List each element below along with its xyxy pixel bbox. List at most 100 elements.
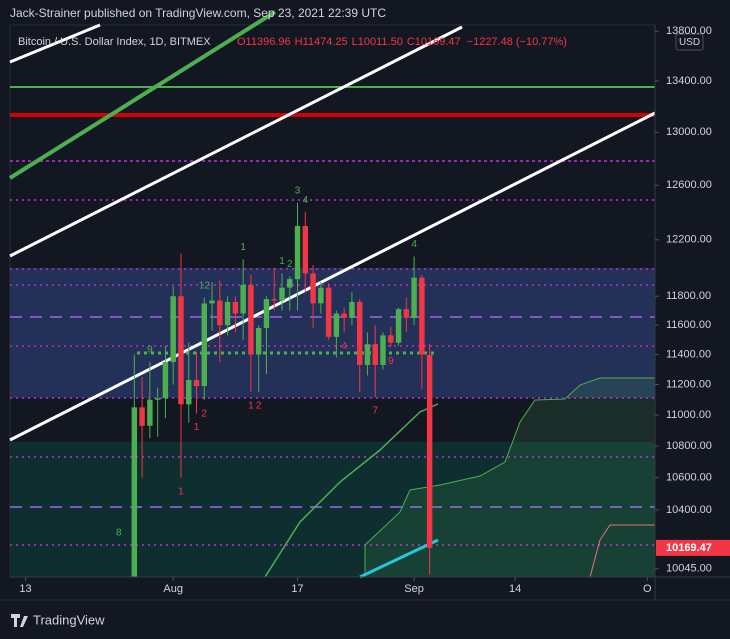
logo-icon xyxy=(11,614,28,627)
candle-body xyxy=(147,399,153,426)
x-tick-label: 14 xyxy=(509,583,521,595)
ohlc-value: O11396.96 xyxy=(237,36,291,48)
zone xyxy=(10,442,655,577)
candle-body xyxy=(170,296,176,363)
annotation: 9 xyxy=(147,345,153,356)
candle-body xyxy=(349,301,355,318)
candle-body xyxy=(302,225,309,274)
candle-body xyxy=(310,273,316,304)
y-tick-label: 10400.00 xyxy=(666,504,712,516)
ohlc-value: L10011.50 xyxy=(352,36,403,48)
candle-body xyxy=(263,299,270,329)
y-tick-label: 13400.00 xyxy=(666,75,712,87)
x-tick-label: O xyxy=(643,583,652,595)
x-tick-label: Sep xyxy=(404,583,424,595)
annotation: 2 xyxy=(256,401,262,412)
trend-line xyxy=(8,10,277,180)
symbol: Bitcoin / U.S. Dollar Index, 1D, BITMEX xyxy=(18,36,211,48)
y-tick-label: 10600.00 xyxy=(666,472,712,484)
annotation: 4 xyxy=(303,195,309,206)
candle-body xyxy=(372,344,378,366)
candle-body xyxy=(209,300,215,304)
annotation: 12 xyxy=(199,280,211,291)
candle-body xyxy=(178,296,184,405)
candle-body xyxy=(186,380,192,405)
trend-line xyxy=(9,25,463,258)
annotation: 1 xyxy=(194,422,200,433)
x-tick-label: 17 xyxy=(291,583,303,595)
x-tick-label: Aug xyxy=(163,583,183,595)
candle-body xyxy=(419,277,425,355)
candle-body xyxy=(395,309,402,343)
moving-average xyxy=(264,403,439,578)
candle-body xyxy=(240,284,246,314)
y-tick-label: 13000.00 xyxy=(666,126,712,138)
price-label-box xyxy=(656,539,730,556)
y-tick-label: 11600.00 xyxy=(666,319,711,331)
price-axis xyxy=(655,25,730,577)
candle-body xyxy=(325,287,332,337)
candle-body xyxy=(248,284,254,355)
y-tick-label: 12600.00 xyxy=(666,179,712,191)
cloud-edge xyxy=(589,524,655,578)
currency-box xyxy=(675,33,704,51)
publisher: Jack-Strainer published on TradingView.c… xyxy=(10,6,386,20)
y-tick-label: 11800.00 xyxy=(666,290,711,302)
candle-body xyxy=(388,335,394,343)
candle-body xyxy=(271,299,277,301)
candle-body xyxy=(255,328,262,355)
candle-body xyxy=(318,287,324,304)
candle-body xyxy=(232,301,239,314)
y-tick-label: 11000.00 xyxy=(666,409,711,421)
annotation: 4 xyxy=(411,239,417,250)
levels xyxy=(10,160,655,546)
moving-average xyxy=(359,538,439,579)
y-tick-label: 11400.00 xyxy=(666,348,711,360)
y-tick-label: 10800.00 xyxy=(666,440,712,452)
currency: USD xyxy=(679,37,700,48)
candle-body xyxy=(279,287,285,301)
candle-body xyxy=(364,344,371,366)
candle-body xyxy=(356,301,363,366)
ohlc-value: C10169.47 xyxy=(407,36,461,48)
annotation: 2 xyxy=(287,259,293,270)
candle-body xyxy=(403,309,410,318)
candle-body xyxy=(294,225,301,280)
annotation: 3 xyxy=(295,185,301,196)
trend-line xyxy=(9,23,101,64)
candle-body xyxy=(139,407,145,426)
legend: Bitcoin / U.S. Dollar Index, 1D, BITMEX … xyxy=(18,36,567,48)
candle-body xyxy=(224,301,231,326)
y-tick-label: 13800.00 xyxy=(666,25,712,37)
annotation: 4 xyxy=(341,341,347,352)
candle-body xyxy=(201,303,207,387)
trend-line xyxy=(9,111,656,442)
candle-body xyxy=(380,335,386,366)
change: −1227.48 (−10.77%) xyxy=(467,36,567,48)
y-tick-label: 10045.00 xyxy=(666,563,712,575)
logo: TradingView xyxy=(11,612,105,627)
annotation: 9 xyxy=(388,356,394,367)
candle-body xyxy=(131,407,138,577)
annotation: 1 xyxy=(178,486,184,497)
ohlc-value: H11474.25 xyxy=(295,36,348,48)
candle-body xyxy=(333,313,340,337)
candle-body xyxy=(341,313,347,318)
cloud xyxy=(364,377,656,578)
annotation: 7 xyxy=(372,405,378,416)
candle-body xyxy=(193,380,200,387)
candle-body xyxy=(217,300,223,326)
y-tick-label: 11200.00 xyxy=(666,378,711,390)
candle-body xyxy=(162,362,169,399)
zone xyxy=(10,268,655,398)
annotation: 2 xyxy=(201,408,207,419)
candle-body xyxy=(287,279,293,288)
annotation: 1 xyxy=(279,256,285,267)
candle-body xyxy=(154,398,161,400)
x-tick-label: 13 xyxy=(19,583,31,595)
candle-body xyxy=(411,277,417,318)
brand: TradingView xyxy=(33,612,105,627)
